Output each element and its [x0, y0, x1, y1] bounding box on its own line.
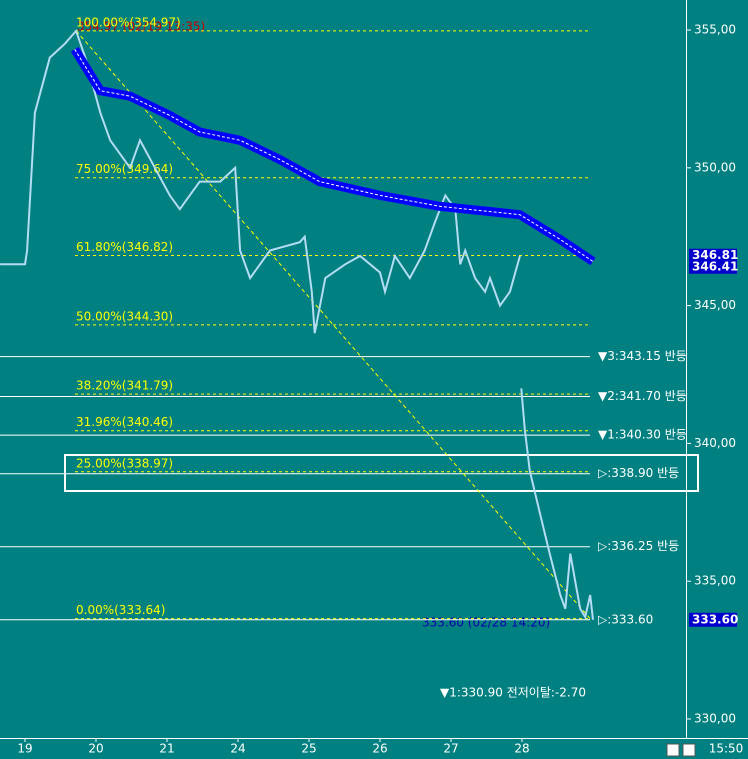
- price-tag: [689, 612, 737, 627]
- low-annotation: 333.60 (02/28 14:20): [422, 616, 550, 630]
- y-tick-label: 350,00: [694, 160, 736, 174]
- x-tick-label: 26: [372, 742, 387, 756]
- x-tick-label: 21: [159, 742, 174, 756]
- price-tag: [689, 248, 737, 263]
- fib-label: 0.00%(333.64): [76, 603, 165, 617]
- price-tag-label: 346.41: [692, 259, 738, 273]
- high-annotation: 354.97 (02/19 13:35): [77, 20, 205, 34]
- support-label: ▼1:340.30 반등: [598, 428, 687, 442]
- price-tag-label: 333.60: [692, 612, 738, 626]
- time-label: 15:50: [709, 742, 744, 756]
- price-tag-label: 346.81: [692, 248, 738, 262]
- support-label: ▷:333.60: [598, 612, 653, 626]
- fib-label: 75.00%(349.64): [76, 162, 173, 176]
- y-tick-label: 355,00: [694, 23, 736, 37]
- x-tick-label: 27: [443, 742, 458, 756]
- support-label: ▼3:343.15 반등: [598, 349, 687, 363]
- x-tick-label: 20: [88, 742, 103, 756]
- ma-core: [74, 49, 594, 262]
- tool-icon[interactable]: [666, 743, 680, 757]
- zoom-icon[interactable]: [682, 743, 696, 757]
- fib-label: 31.96%(340.46): [76, 415, 173, 429]
- bottom-annotation: ▼1:330.90 전저이탈:-2.70: [440, 686, 586, 700]
- x-tick-label: 25: [301, 742, 316, 756]
- fib-label: 61.80%(346.82): [76, 240, 173, 254]
- support-label: ▷:336.25 반등: [598, 539, 679, 553]
- y-tick-label: 330,00: [694, 711, 736, 725]
- support-label: ▼2:341.70 반등: [598, 389, 687, 403]
- y-tick-label: 345,00: [694, 298, 736, 312]
- fib-label: 50.00%(344.30): [76, 309, 173, 323]
- x-tick-label: 24: [230, 742, 245, 756]
- y-tick-label: 335,00: [694, 574, 736, 588]
- highlight-box: [64, 454, 699, 492]
- x-tick-label: 19: [17, 742, 32, 756]
- fib-label: 100.00%(354.97): [76, 15, 181, 29]
- support-label: ▷:338.90 반등: [598, 466, 679, 480]
- x-tick-label: 28: [514, 742, 529, 756]
- price-tag: [689, 259, 737, 274]
- y-tick-label: 340,00: [694, 436, 736, 450]
- fib-label: 38.20%(341.79): [76, 379, 173, 393]
- fib-label: 25.00%(338.97): [76, 456, 173, 470]
